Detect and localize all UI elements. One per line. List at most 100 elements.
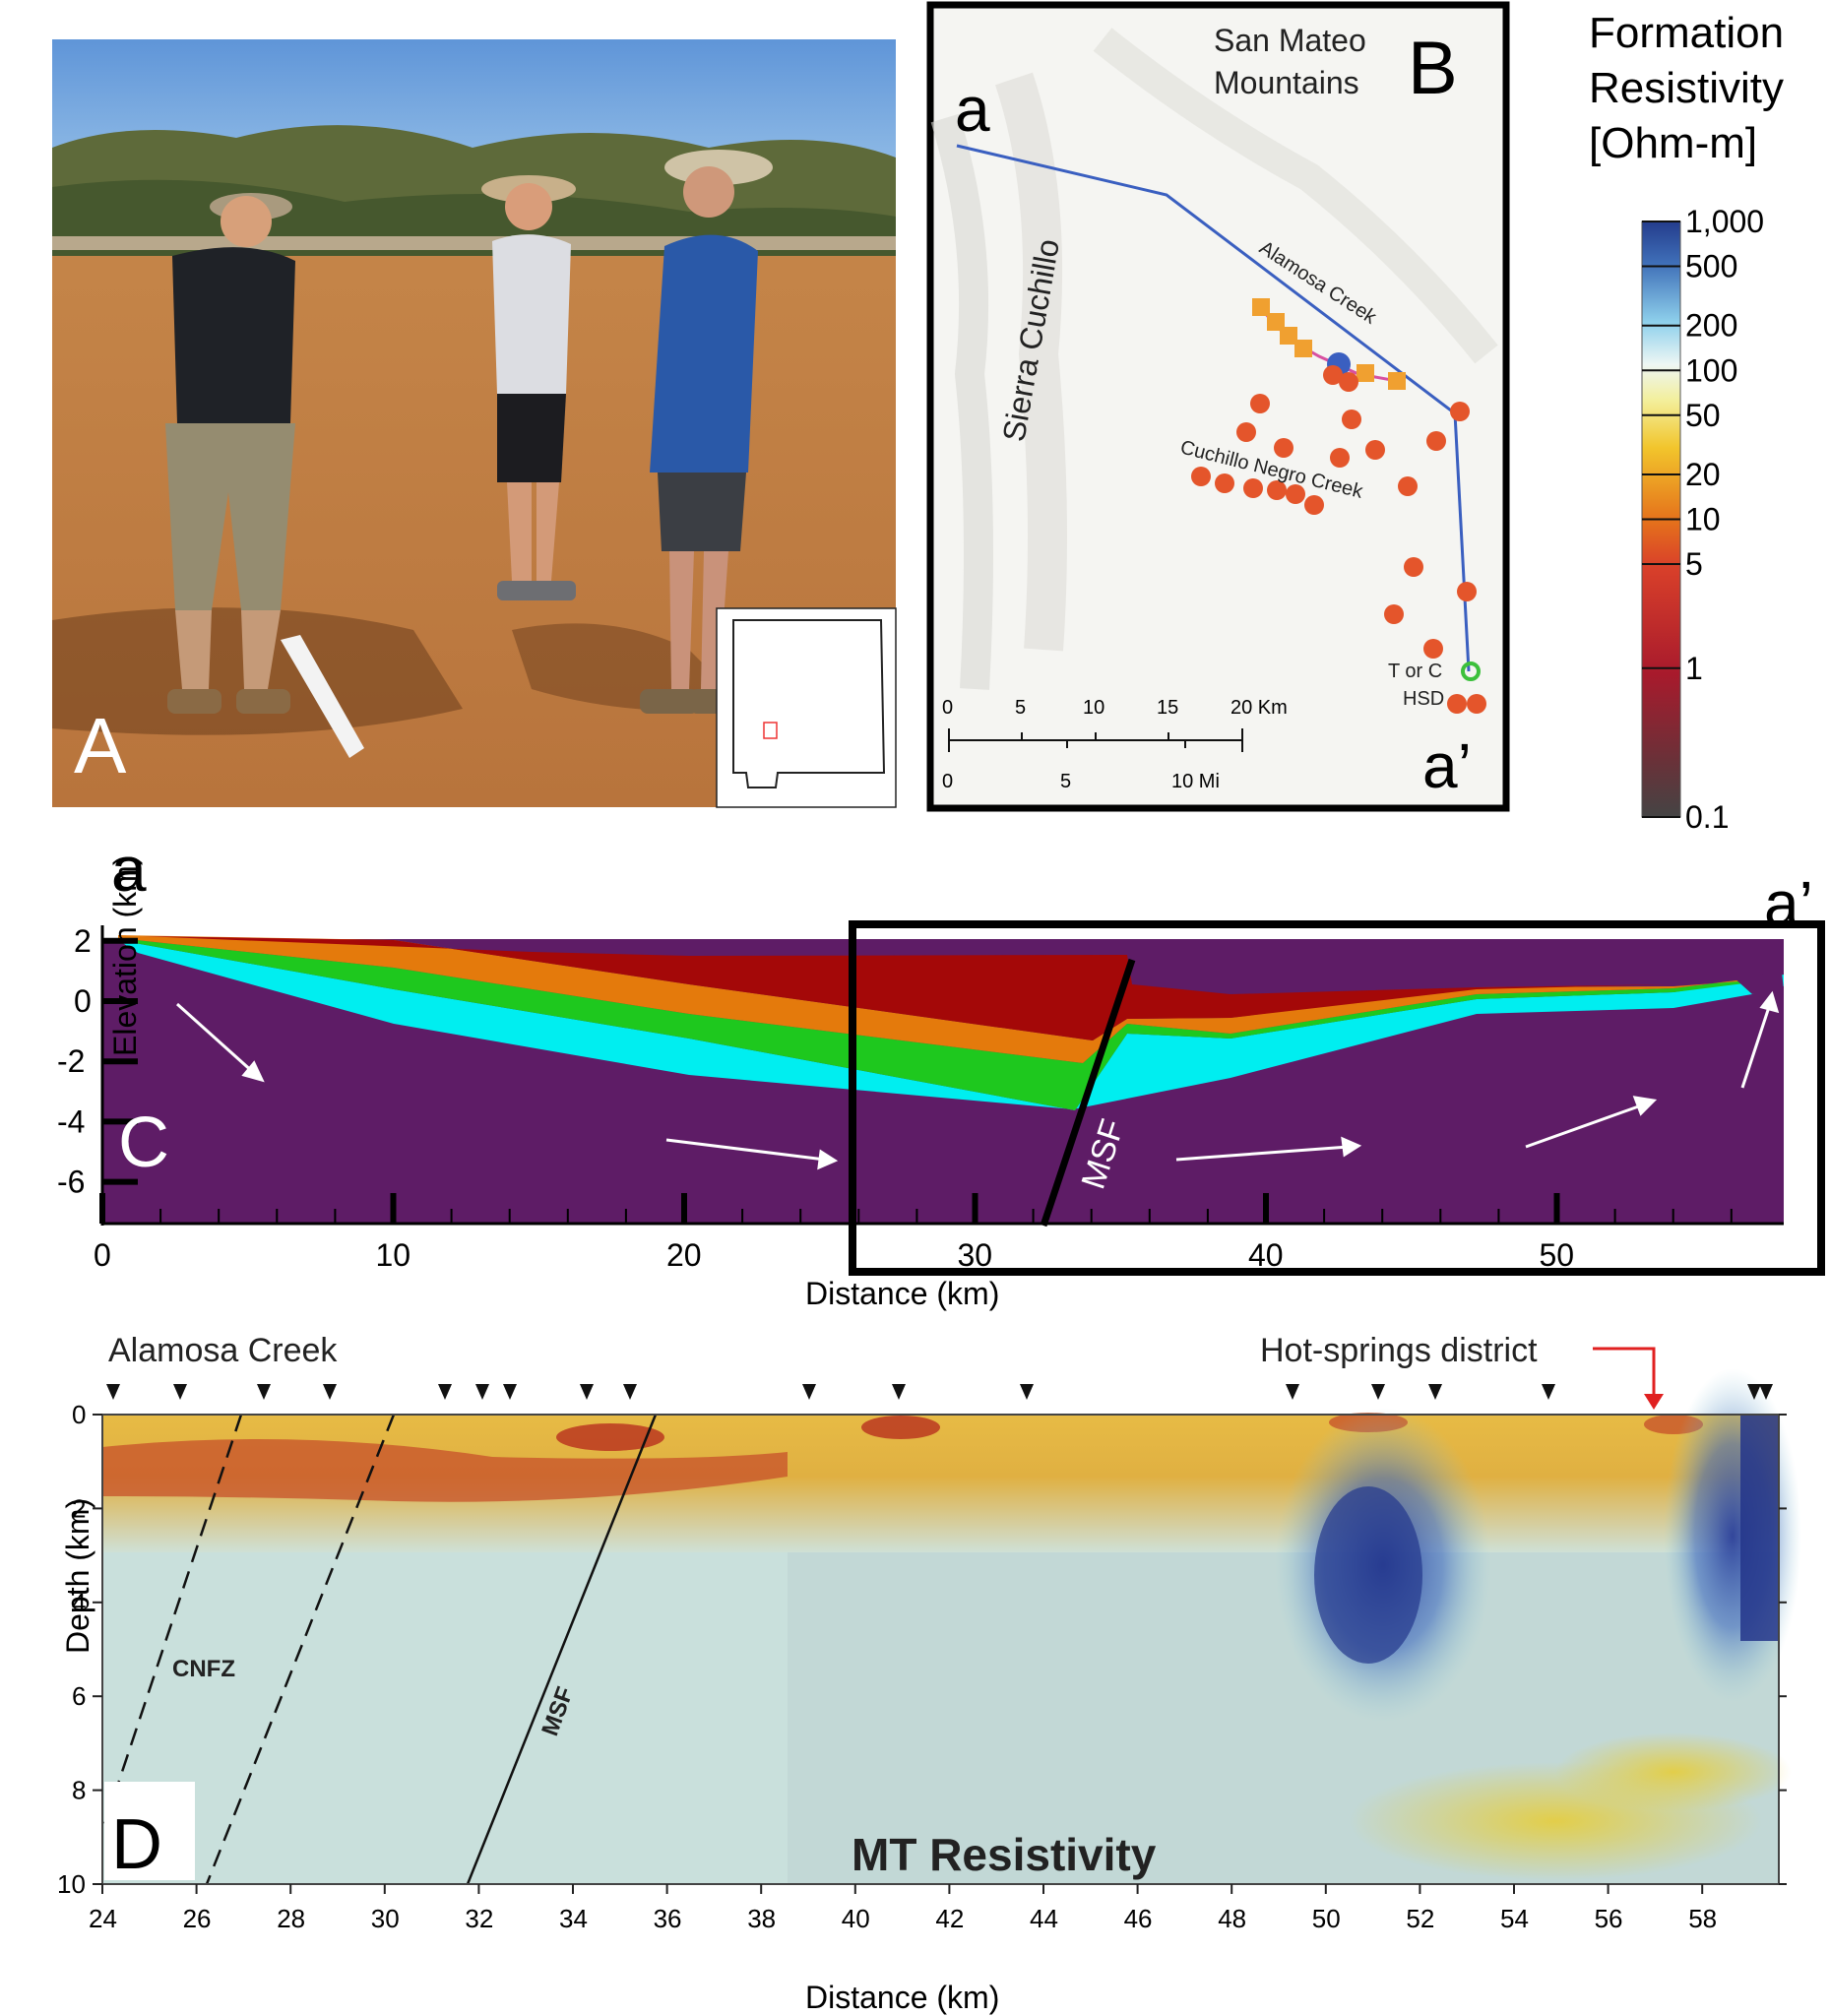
c-xtick-label: 40	[1248, 1237, 1284, 1273]
scale-km-15: 15	[1157, 697, 1178, 719]
d-ytick-label: 4	[72, 1588, 86, 1617]
colorbar-title-3: [Ohm-m]	[1589, 119, 1757, 167]
d-xtick-label: 46	[1124, 1904, 1153, 1933]
mt-station-marker	[257, 1384, 271, 1400]
panel-d-mt-section: Alamosa Creek Hot-springs district CNFZ …	[57, 1332, 1801, 2015]
panel-c-cross-section: a a’ MSF 0 10 20 30 40 50 20-2-4-6 Elevat	[57, 834, 1825, 1311]
flow-arrows	[175, 990, 1780, 1170]
scale-km-0: 0	[942, 697, 953, 719]
scale-mi-5: 5	[1060, 771, 1071, 792]
d-xtick-label: 28	[277, 1904, 305, 1933]
panel-b-profile-start: a	[955, 74, 990, 145]
layer-orange	[118, 935, 1752, 1063]
c-xtick-label: 50	[1540, 1237, 1575, 1273]
d-ytick-label: 10	[57, 1869, 86, 1899]
colorbar-tick-label: 50	[1685, 398, 1721, 433]
d-ytick-label: 6	[72, 1681, 86, 1711]
d-ytick-label: 8	[72, 1776, 86, 1805]
resistivity-colorbar: Formation Resistivity [Ohm-m] 1,000 500 20…	[1589, 9, 1784, 835]
mt-station-marker	[1286, 1384, 1299, 1400]
scale-km-5: 5	[1015, 697, 1026, 719]
panel-c-xlabel: Distance (km)	[805, 1276, 999, 1311]
scale-km-10: 10	[1083, 697, 1104, 719]
colorbar-tick-label: 500	[1685, 249, 1737, 284]
mt-station-marker	[503, 1384, 517, 1400]
panel-d-title: MT Resistivity	[852, 1829, 1157, 1880]
d-xtick-label: 58	[1688, 1904, 1717, 1933]
mt-station-marker	[106, 1384, 120, 1400]
c-xtick-label: 10	[376, 1237, 411, 1273]
colorbar-tick-label: 100	[1685, 352, 1737, 388]
colorbar-tick-label: 20	[1685, 457, 1721, 492]
colorbar-tick-label: 5	[1685, 546, 1703, 582]
panel-a-letter: A	[74, 702, 127, 789]
scale-mi-0: 0	[942, 771, 953, 792]
d-xtick-label: 30	[371, 1904, 400, 1933]
mt-station-marker	[623, 1384, 637, 1400]
c-xtick-label: 30	[958, 1237, 993, 1273]
panel-b-map: San Mateo Mountains B a Sierra Cuchillo …	[926, 1, 1510, 812]
well-dots	[1191, 365, 1486, 714]
d-xtick-label: 54	[1500, 1904, 1529, 1933]
c-xtick-label: 0	[94, 1237, 111, 1273]
d-ytick-label: 0	[72, 1400, 86, 1429]
d-xtick-label: 36	[654, 1904, 682, 1933]
d-xtick-label: 50	[1312, 1904, 1341, 1933]
inset-state-map	[716, 607, 897, 808]
panel-c-profile-start: a	[111, 834, 147, 905]
scale-bar: 0 5 10 15 20 Km 0 5 10 Mi	[942, 697, 1288, 792]
mt-station-marker	[1428, 1384, 1442, 1400]
panel-a-photo: A	[52, 39, 897, 808]
c-ytick-label: 2	[74, 923, 92, 959]
mt-station-marker	[1371, 1384, 1385, 1400]
mt-station-marker	[1542, 1384, 1555, 1400]
panel-d-xlabel: Distance (km)	[805, 1980, 999, 2015]
mt-station-marker	[1020, 1384, 1034, 1400]
layer-darkred	[143, 936, 1673, 1040]
panel-d-letter: D	[111, 1805, 162, 1884]
person-middle	[481, 175, 576, 600]
colorbar-tick-label: 200	[1685, 308, 1737, 344]
panel-c-zoom-box	[849, 920, 1825, 1276]
d-xtick-label: 42	[935, 1904, 964, 1933]
profile-line-a-a	[956, 144, 1471, 672]
mt-station-marker	[580, 1384, 594, 1400]
panel-b-profile-end: a’	[1422, 730, 1472, 801]
mt-station-marker	[802, 1384, 816, 1400]
colorbar-tick-label: 0.1	[1685, 799, 1729, 835]
label-san-mateo-2: Mountains	[1214, 65, 1359, 100]
c-ytick-label: 0	[74, 983, 92, 1019]
panel-c-letter: C	[118, 1103, 169, 1182]
layer-green	[118, 938, 1784, 1110]
panel-c-profile-end: a’	[1764, 868, 1813, 939]
label-alamosa-creek-d: Alamosa Creek	[108, 1332, 338, 1369]
mt-station-marker	[438, 1384, 452, 1400]
mt-station-marker	[892, 1384, 906, 1400]
d-xtick-label: 32	[465, 1904, 493, 1933]
mt-stations	[1252, 298, 1406, 390]
scale-mi-10: 10 Mi	[1171, 771, 1220, 792]
colorbar-tick-label: 1	[1685, 651, 1703, 686]
label-hsd: HSD	[1403, 688, 1444, 710]
d-xtick-label: 56	[1595, 1904, 1623, 1933]
layer-cyan	[118, 940, 1784, 1110]
colorbar-tick-label: 1,000	[1685, 204, 1764, 239]
person-left	[165, 193, 295, 714]
colorbar-title-2: Resistivity	[1589, 64, 1784, 112]
label-san-mateo-1: San Mateo	[1214, 23, 1366, 58]
d-xtick-label: 26	[183, 1904, 212, 1933]
label-cnfz: CNFZ	[172, 1656, 235, 1682]
c-ytick-label: -4	[57, 1103, 85, 1139]
mt-station-marker	[1747, 1384, 1761, 1400]
d-xtick-label: 44	[1030, 1904, 1058, 1933]
d-xtick-label: 34	[559, 1904, 588, 1933]
panel-d-letter-box	[104, 1782, 195, 1880]
colorbar-tick-label: 10	[1685, 502, 1721, 537]
label-t-or-c: T or C	[1388, 661, 1442, 682]
d-xtick-label: 52	[1406, 1904, 1434, 1933]
d-ytick-label: 2	[72, 1493, 86, 1523]
c-xtick-label: 20	[666, 1237, 702, 1273]
d-xtick-label: 38	[747, 1904, 776, 1933]
mt-station-marker	[475, 1384, 489, 1400]
